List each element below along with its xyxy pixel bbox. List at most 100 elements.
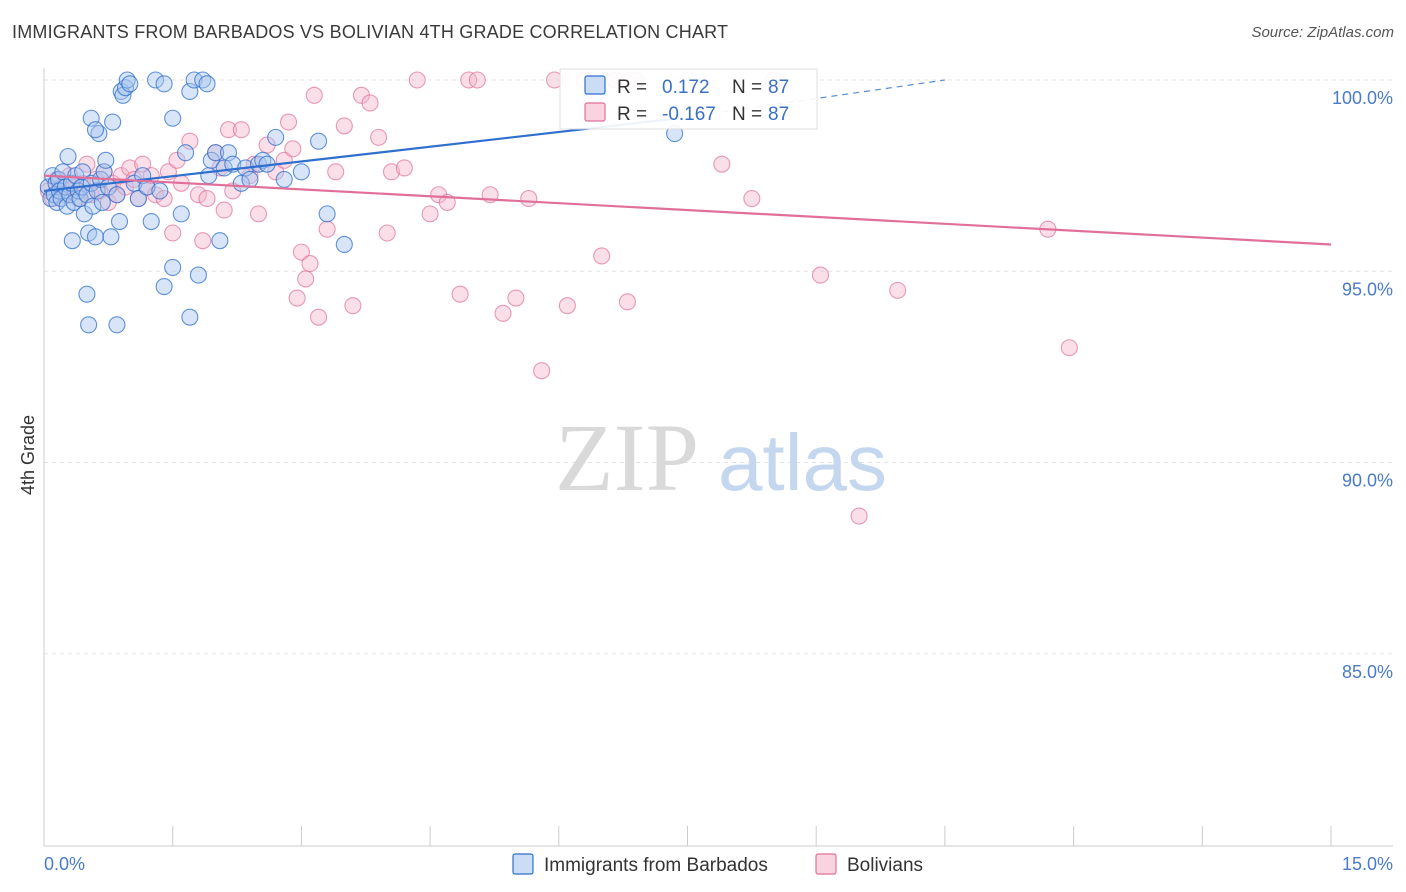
legend-n-value-2: 87 xyxy=(768,104,789,125)
barbados-point-74 xyxy=(241,170,259,188)
barbados-point-58 xyxy=(172,205,190,223)
barbados-point-35 xyxy=(86,121,105,139)
bolivians-point-40 xyxy=(232,121,250,139)
barbados-point-79 xyxy=(275,170,293,188)
correlation-legend: R = 0.172 N = 87 R = -0.167 N = 87 xyxy=(559,68,818,130)
y-tick-label-90: 90.0% xyxy=(1342,471,1393,491)
bolivians-point-83 xyxy=(618,293,636,311)
bolivians-point-28 xyxy=(164,224,182,242)
bolivians-point-38 xyxy=(219,121,238,139)
bottom-legend-swatch-bolivians xyxy=(815,853,837,875)
bolivians-point-73 xyxy=(494,304,512,322)
barbados-point-78 xyxy=(267,128,285,146)
barbados-point-52 xyxy=(142,212,160,231)
bolivians-point-61 xyxy=(370,128,388,146)
barbados-point-56 xyxy=(164,258,182,276)
barbados-point-62 xyxy=(189,266,207,284)
barbados-point-40 xyxy=(104,113,122,131)
barbados-trend-line xyxy=(43,117,680,193)
barbados-point-47 xyxy=(121,75,139,93)
bolivians-point-57 xyxy=(335,117,353,135)
y-axis-label: 4th Grade xyxy=(18,415,38,495)
bolivians-point-63 xyxy=(382,163,401,181)
x-tick-label-min: 0.0% xyxy=(44,854,85,874)
y-tick-label-100: 100.0% xyxy=(1332,88,1393,108)
barbados-point-37 xyxy=(97,151,115,169)
bottom-legend-label-barbados: Immigrants from Barbados xyxy=(544,855,768,876)
barbados-point-21 xyxy=(74,163,92,181)
barbados-point-85 xyxy=(155,277,173,296)
barbados-point-27 xyxy=(86,228,105,246)
bolivians-point-69 xyxy=(451,285,469,303)
barbados-point-80 xyxy=(292,163,310,181)
barbados-point-68 xyxy=(211,232,229,250)
barbados-point-54 xyxy=(151,182,169,200)
legend-r-label-2: R = xyxy=(617,104,647,125)
barbados-point-31 xyxy=(93,193,111,211)
bolivians-point-53 xyxy=(305,86,323,104)
barbados-point-53 xyxy=(146,71,165,89)
watermark: ZIP atlas xyxy=(555,404,887,511)
bolivians-point-85 xyxy=(743,190,761,208)
bolivians-point-51 xyxy=(297,270,315,288)
barbados-point-32 xyxy=(78,285,96,303)
bottom-legend-swatch-barbados xyxy=(512,853,534,875)
y-tick-label-95: 95.0% xyxy=(1342,279,1393,299)
x-tick-label-max: 15.0% xyxy=(1342,854,1393,874)
barbados-point-12 xyxy=(59,147,77,166)
bolivians-point-60 xyxy=(361,94,379,112)
legend-n-label-1: N = xyxy=(732,77,762,98)
bolivians-point-81 xyxy=(593,247,611,265)
bolivians-point-78 xyxy=(558,297,576,315)
bolivians-point-70 xyxy=(460,71,478,89)
barbados-point-82 xyxy=(318,205,336,223)
bottom-legend-label-bolivians: Bolivians xyxy=(847,855,923,876)
bolivians-point-74 xyxy=(507,289,525,307)
bolivians-point-58 xyxy=(344,297,362,315)
barbados-point-49 xyxy=(129,190,147,208)
bolivians-point-49 xyxy=(288,289,306,307)
bolivians-point-55 xyxy=(318,220,336,238)
watermark-zip: ZIP xyxy=(555,404,699,511)
barbados-point-64 xyxy=(198,75,216,93)
bolivians-point-33 xyxy=(194,232,212,250)
legend-swatch-barbados xyxy=(584,75,606,95)
bolivians-point-47 xyxy=(279,113,298,131)
barbados-point-83 xyxy=(335,235,353,254)
bolivians-point-32 xyxy=(189,186,207,204)
bolivians-point-50 xyxy=(292,243,310,261)
barbados-point-65 xyxy=(200,167,218,185)
watermark-atlas: atlas xyxy=(718,418,887,507)
barbados-point-57 xyxy=(164,109,182,127)
bolivians-point-89 xyxy=(889,281,907,299)
series-legend: Immigrants from Barbados Bolivians xyxy=(512,853,923,876)
bolivians-point-52 xyxy=(301,255,319,273)
barbados-point-84 xyxy=(181,308,199,326)
bolivians-point-91 xyxy=(1060,339,1078,357)
bolivians-point-34 xyxy=(198,190,216,208)
bolivians-point-76 xyxy=(533,362,551,380)
legend-n-value-1: 87 xyxy=(768,77,789,98)
source-credit: Source: ZipAtlas.com xyxy=(1251,24,1394,41)
bolivians-point-56 xyxy=(327,163,345,181)
bolivians-point-75 xyxy=(520,190,538,208)
legend-r-value-2: -0.167 xyxy=(662,104,716,125)
barbados-point-39 xyxy=(102,228,120,246)
bolivians-trend-line xyxy=(43,174,1332,246)
bolivians-point-87 xyxy=(811,266,830,284)
bolivians-point-88 xyxy=(850,507,868,525)
bolivians-point-48 xyxy=(284,140,302,158)
barbados-point-81 xyxy=(310,132,328,150)
tick-labels: 85.0% 90.0% 95.0% 100.0% 0.0% 15.0% xyxy=(44,88,1393,874)
bolivians-point-92 xyxy=(713,155,731,173)
bolivians-point-37 xyxy=(215,201,233,219)
bolivians-point-66 xyxy=(421,205,439,223)
barbados-point-67 xyxy=(207,144,225,162)
bolivians-point-43 xyxy=(249,205,268,223)
bolivians-point-65 xyxy=(408,71,426,89)
legend-swatch-bolivians xyxy=(584,102,606,122)
legend-r-value-1: 0.172 xyxy=(662,77,710,98)
bolivians-point-71 xyxy=(468,71,486,89)
barbados-point-59 xyxy=(177,144,195,162)
